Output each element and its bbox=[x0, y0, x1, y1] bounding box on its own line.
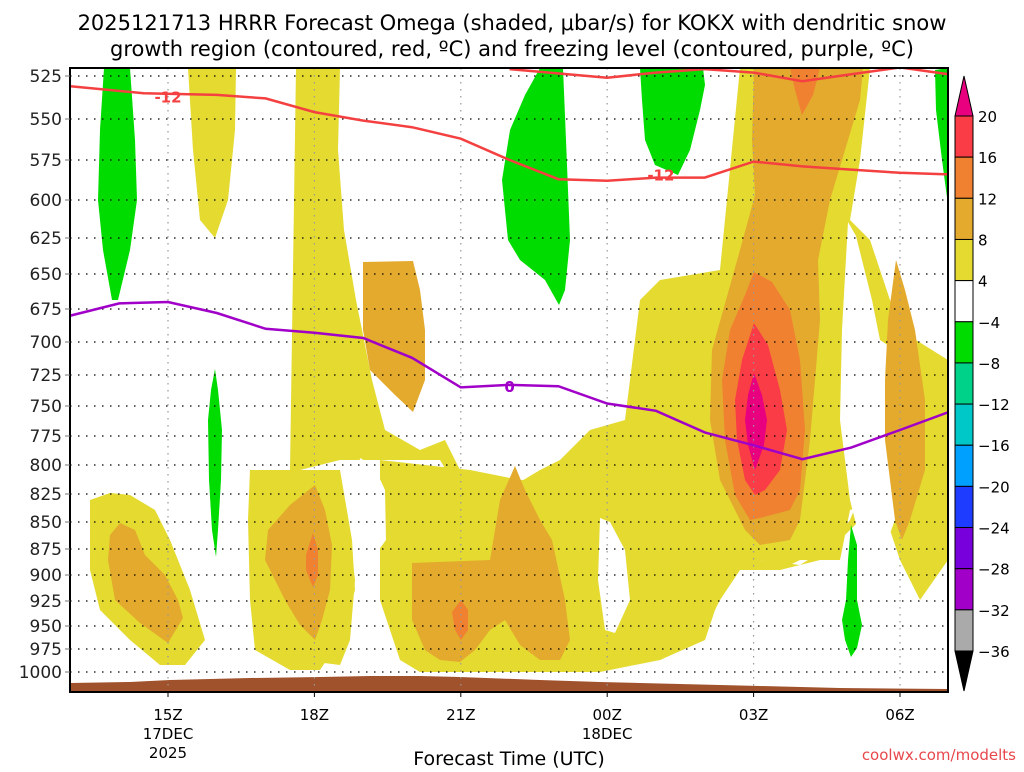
shade-gold-18z bbox=[265, 485, 332, 640]
contour-line bbox=[509, 68, 948, 83]
y-tick-label: 600 bbox=[30, 191, 62, 211]
colorbar-segment bbox=[954, 527, 974, 570]
colorbar-segment bbox=[954, 238, 974, 282]
colorbar-tick-label: −12 bbox=[978, 396, 1010, 414]
colorbar-tick-label: −16 bbox=[978, 437, 1010, 455]
contour-line bbox=[70, 300, 948, 461]
terrain bbox=[70, 676, 948, 692]
shade-green-16z bbox=[208, 369, 222, 557]
colorbar-tick-label: 16 bbox=[978, 149, 997, 167]
colorbar-tick-label: −8 bbox=[978, 355, 1000, 373]
y-tick-label: 950 bbox=[30, 617, 62, 637]
colorbar-tick-label: −36 bbox=[978, 643, 1010, 661]
shade-yellow-col2 bbox=[188, 68, 236, 238]
colorbar-tick-label: −4 bbox=[978, 314, 1000, 332]
y-tick-label: 875 bbox=[30, 540, 62, 560]
colorbar: 20 16 12 8 4 −4 −8 −12 −16 −20 −24 −28 −32 −36 bbox=[954, 75, 1010, 692]
shade-gold-21z bbox=[412, 466, 570, 662]
y-tick-label: 750 bbox=[30, 397, 62, 417]
colorbar-segment bbox=[954, 197, 974, 240]
colorbar-top-arrow bbox=[954, 75, 974, 117]
colorbar-bottom-arrow bbox=[954, 650, 974, 692]
y-tick-label: 975 bbox=[30, 640, 62, 660]
colorbar-segment bbox=[954, 485, 974, 529]
colorbar-segment bbox=[954, 115, 974, 158]
colorbar-segment bbox=[954, 568, 974, 611]
x-tick-sublabel: 18DEC bbox=[582, 725, 633, 743]
omega-shading bbox=[70, 68, 948, 692]
y-tick-label: 850 bbox=[30, 513, 62, 533]
y-tick-label: 775 bbox=[30, 427, 62, 447]
y-tick-label: 625 bbox=[30, 229, 62, 249]
colorbar-segment bbox=[954, 403, 974, 446]
shade-white-hole-1 bbox=[355, 458, 386, 555]
y-tick-label: 700 bbox=[30, 333, 62, 353]
shade-green-05z bbox=[842, 525, 862, 657]
y-tick-label: 925 bbox=[30, 592, 62, 612]
colorbar-tick-label: −28 bbox=[978, 561, 1010, 579]
title-line-2: growth region (contoured, red, ºC) and f… bbox=[110, 37, 914, 61]
x-tick-label: 00Z bbox=[593, 706, 622, 724]
x-tick-label: 06Z bbox=[885, 706, 914, 724]
y-tick-label: 550 bbox=[30, 110, 62, 130]
y-tick-label: 650 bbox=[30, 265, 62, 285]
contour-line bbox=[70, 85, 948, 183]
y-tick-label: 1000 bbox=[19, 663, 62, 683]
colorbar-segment bbox=[954, 156, 974, 199]
colorbar-segment bbox=[954, 280, 974, 323]
colorbar-tick-label: 8 bbox=[978, 231, 988, 249]
x-tick-sublabel: 2025 bbox=[149, 744, 187, 762]
y-tick-label: 900 bbox=[30, 566, 62, 586]
y-tick-label: 675 bbox=[30, 300, 62, 320]
y-tick-label: 800 bbox=[30, 456, 62, 476]
y-tick-label: 725 bbox=[30, 366, 62, 386]
shade-orange-21z bbox=[452, 600, 468, 640]
shade-gold-upper bbox=[363, 261, 425, 412]
colorbar-tick-label: −32 bbox=[978, 602, 1010, 620]
colorbar-segment bbox=[954, 362, 974, 405]
contour-label: -12 bbox=[154, 89, 181, 107]
colorbar-tick-label: 20 bbox=[978, 108, 997, 126]
x-tick-label: 03Z bbox=[739, 706, 768, 724]
y-tick-label: 575 bbox=[30, 151, 62, 171]
shade-green-14z bbox=[98, 68, 137, 300]
y-tick-label: 825 bbox=[30, 485, 62, 505]
contour-label: 0 bbox=[504, 378, 514, 396]
x-tick-label: 15Z bbox=[153, 706, 182, 724]
title-line-1: 2025121713 HRRR Forecast Omega (shaded, … bbox=[78, 11, 947, 35]
y-axis: 525 550 575 600 625 650 675 700 725 750 775 800 825 8… bbox=[19, 67, 70, 683]
shade-green-01z bbox=[640, 68, 705, 175]
contours: -12 -12 0 bbox=[70, 68, 948, 461]
plot-frame bbox=[69, 67, 949, 693]
shade-green-23z bbox=[502, 68, 570, 305]
colorbar-tick-label: −24 bbox=[978, 520, 1010, 538]
x-tick-sublabel: 17DEC bbox=[143, 725, 194, 743]
colorbar-segment bbox=[954, 609, 974, 652]
x-axis-label: Forecast Time (UTC) bbox=[413, 748, 604, 768]
chart-title: 2025121713 HRRR Forecast Omega (shaded, … bbox=[78, 11, 947, 61]
colorbar-tick-label: 4 bbox=[978, 273, 988, 291]
shade-white-hole-3 bbox=[840, 222, 900, 560]
x-tick-label: 18Z bbox=[300, 706, 329, 724]
colorbar-segment bbox=[954, 321, 974, 364]
colorbar-tick-label: 12 bbox=[978, 190, 997, 208]
shade-gold-left bbox=[108, 523, 183, 643]
contour-label: -12 bbox=[647, 166, 674, 184]
colorbar-segment bbox=[954, 444, 974, 487]
x-tick-label: 21Z bbox=[446, 706, 475, 724]
colorbar-tick-label: −20 bbox=[978, 478, 1010, 496]
shade-green-07z bbox=[935, 68, 948, 205]
credit-link[interactable]: coolwx.com/modelts bbox=[862, 746, 1016, 764]
y-tick-label: 525 bbox=[30, 67, 62, 87]
shade-gold-06z bbox=[885, 260, 925, 540]
